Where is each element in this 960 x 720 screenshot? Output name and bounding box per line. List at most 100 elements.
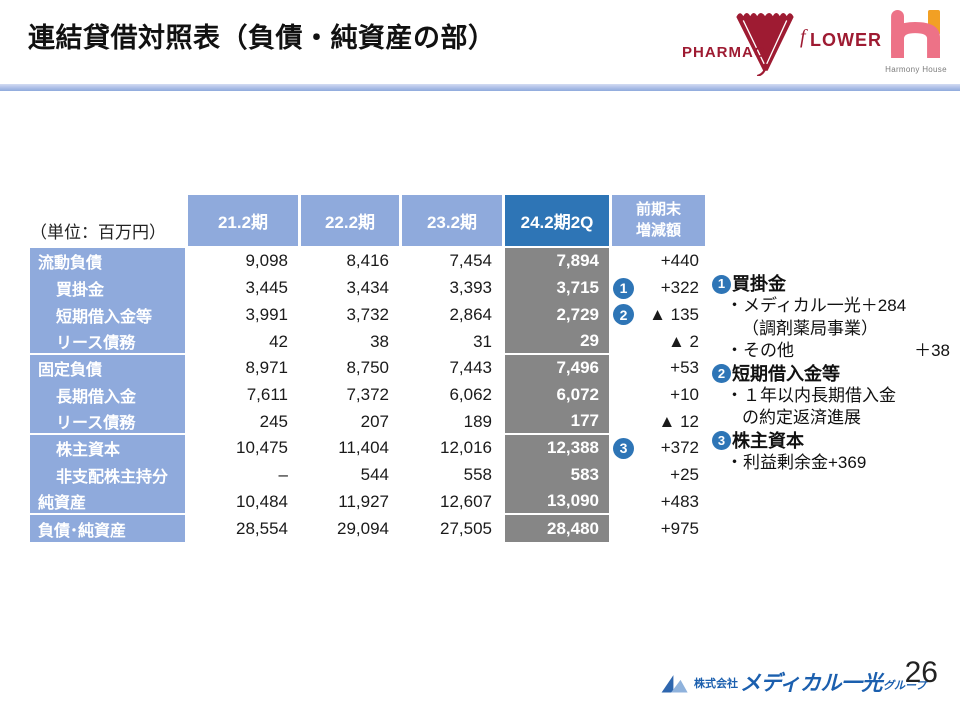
row-label: 買掛金 [30,274,185,302]
table-row: 負債･純資産 28,554 29,094 27,505 28,480 +975 [30,515,705,542]
value-cell: 12,016 [402,435,502,462]
value-current-period: 12,388 [505,435,609,462]
row-label: リース債務 [30,408,185,436]
notes-panel: 1 買掛金 ・メディカル一光＋284 （調剤薬局事業） ・その他 ＋38 2 短期借入金等 ・１… [712,273,950,475]
value-current-period: 583 [505,461,609,489]
unit-label: （単位：百万円） [30,223,166,242]
value-cell: 27,505 [402,515,502,542]
row-label: リース債務 [30,328,185,355]
note-line: （調剤薬局事業） [712,318,950,340]
note-line-text: ・利益剰余金+369 [726,453,867,473]
value-cell: 245 [188,408,298,436]
change-cell: ▲ 2 [612,328,705,355]
value-cell: 11,404 [301,435,399,462]
table-row: リース債務 245 207 189 177 ▲ 12 [30,408,705,436]
note-line: ・メディカル一光＋284 [712,295,950,317]
harmony-house-logo: Harmony House [880,10,952,82]
table-row: 買掛金 3,445 3,434 3,393 3,715 1 +322 [30,274,705,302]
change-value: +53 [670,358,699,378]
change-cell: +440 [612,248,705,275]
value-cell: 189 [402,408,502,436]
row-label: 非支配株主持分 [30,461,185,489]
value-cell: 8,750 [301,354,399,382]
note-line-text: ・１年以内長期借入金 [726,385,896,405]
change-value: +372 [660,438,699,458]
change-value: +10 [670,384,699,404]
note-title: 買掛金 [732,274,786,294]
value-cell: 31 [402,328,502,355]
value-cell: 3,445 [188,274,298,302]
value-cell: 10,484 [188,488,298,516]
value-current-period: 7,496 [505,354,609,382]
change-value: ▲ 135 [649,304,699,324]
value-cell: 11,927 [301,488,399,516]
column-header-21-2: 21.2期 [188,195,298,246]
change-value: +975 [660,518,699,538]
row-label: 負債･純資産 [30,515,185,542]
value-current-period: 2,729 [505,301,609,329]
change-cell: +10 [612,381,705,409]
tulip-flower-icon [736,13,794,76]
harmony-house-h-icon [891,10,940,58]
note-heading: 2 短期借入金等 [712,363,950,385]
table-row: 流動負債 9,098 8,416 7,454 7,894 +440 [30,248,705,275]
value-cell: 7,611 [188,381,298,409]
triangles-icon [661,675,688,693]
change-cell: ▲ 12 [612,408,705,436]
table-row: 固定負債 8,971 8,750 7,443 7,496 +53 [30,354,705,382]
value-current-period: 7,894 [505,248,609,275]
value-cell: 6,062 [402,381,502,409]
column-header-change: 前期末 増減額 [612,195,705,246]
row-label: 純資産 [30,488,185,516]
note-line: ・その他 ＋38 [712,340,950,362]
value-cell: 8,971 [188,354,298,382]
medical-ikkou-footer-logo: 株式会社 メディカル一光 グループ [660,672,926,694]
harmony-house-caption: Harmony House [885,65,947,74]
note-number-badge: 1 [613,277,634,299]
note-number-badge: 2 [712,364,731,384]
table-row: 長期借入金 7,611 7,372 6,062 6,072 +10 [30,381,705,409]
table-row: 株主資本 10,475 11,404 12,016 12,388 3 +372 [30,435,705,462]
note-title: 短期借入金等 [732,363,840,384]
value-cell: 8,416 [301,248,399,275]
row-label: 株主資本 [30,435,185,462]
value-cell: 10,475 [188,435,298,462]
pharmacy-flower-logo: PHARMAC f LOWER [682,8,881,76]
value-cell: 2,864 [402,301,502,329]
change-value: +322 [660,278,699,298]
value-current-period: 6,072 [505,381,609,409]
note-line-text: ・メディカル一光＋284 [726,296,907,316]
note-item: 2 短期借入金等 ・１年以内長期借入金の約定返済進展 [712,363,950,430]
note-number-badge: 3 [712,431,731,451]
value-current-period: 28,480 [505,515,609,542]
table-row: 純資産 10,484 11,927 12,607 13,090 +483 [30,488,705,516]
change-cell: +25 [612,461,705,489]
note-line-text: の約定返済進展 [742,408,861,428]
column-header-23-2: 23.2期 [402,195,502,246]
value-cell: 3,991 [188,301,298,329]
change-cell: 3 +372 [612,435,705,462]
note-number-badge: 1 [712,274,731,294]
column-header-22-2: 22.2期 [301,195,399,246]
value-cell: 9,098 [188,248,298,275]
note-number-badge: 3 [613,437,634,459]
row-label: 流動負債 [30,248,185,275]
page-number: 26 [904,656,938,689]
change-cell: +483 [612,488,705,516]
value-current-period: 13,090 [505,488,609,516]
row-label: 長期借入金 [30,381,185,409]
note-line: の約定返済進展 [712,407,950,429]
value-cell: 207 [301,408,399,436]
value-cell: 28,554 [188,515,298,542]
change-cell: +53 [612,354,705,382]
value-cell: 12,607 [402,488,502,516]
title-divider [0,84,960,91]
footer-company-name: メディカル一光 [740,672,883,695]
footer-company-prefix: 株式会社 [694,678,738,690]
table-row: リース債務 42 38 31 29 ▲ 2 [30,328,705,355]
value-cell: 3,434 [301,274,399,302]
change-cell: +975 [612,515,705,542]
row-label: 固定負債 [30,354,185,382]
change-value: +25 [670,465,699,485]
value-cell: 3,393 [402,274,502,302]
